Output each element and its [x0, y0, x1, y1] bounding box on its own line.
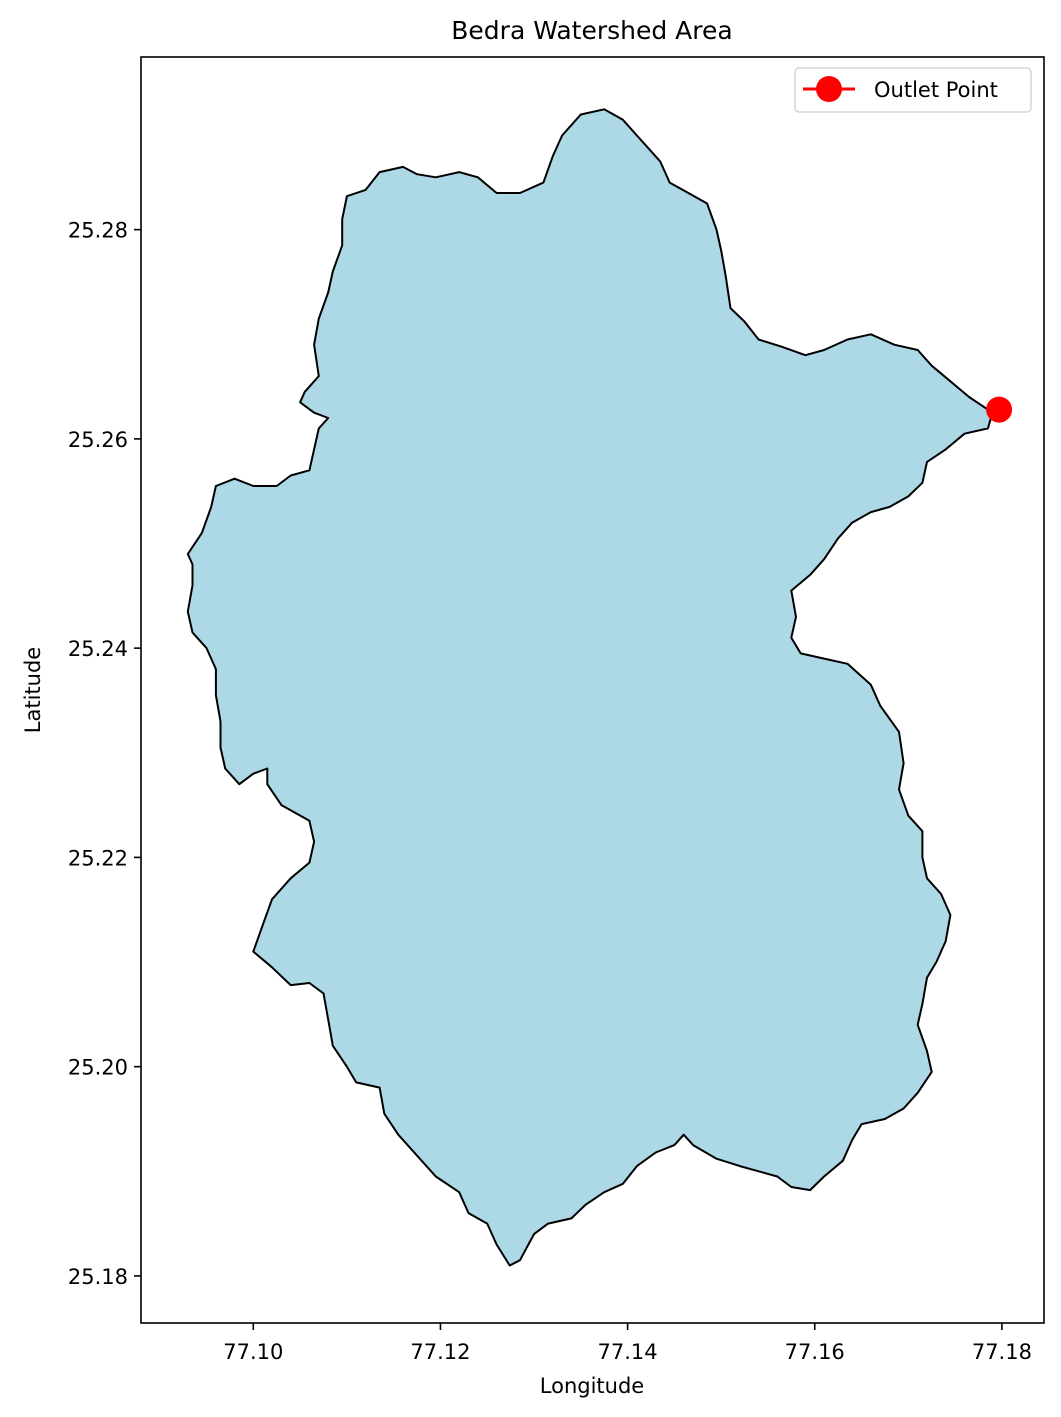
watershed-polygon	[186, 108, 994, 1267]
y-tick-label: 25.26	[68, 428, 128, 452]
x-tick-label: 77.10	[223, 1340, 283, 1364]
legend: Outlet Point	[794, 67, 1032, 113]
outlet-point-marker	[986, 396, 1013, 423]
x-axis-ticks: 77.10 77.12 77.14 77.16 77.18	[223, 1323, 1032, 1364]
axes-frame	[140, 56, 1045, 1324]
y-tick-label: 25.18	[68, 1265, 128, 1289]
y-tick-label: 25.24	[68, 637, 128, 661]
x-tick-label: 77.12	[410, 1340, 470, 1364]
x-tick-label: 77.16	[785, 1340, 845, 1364]
legend-box	[794, 67, 1032, 113]
y-axis-label: Latitude	[21, 647, 45, 733]
chart-title: Bedra Watershed Area	[451, 16, 732, 45]
legend-label-outlet-point: Outlet Point	[874, 78, 998, 102]
y-tick-label: 25.22	[68, 846, 128, 870]
x-tick-label: 77.14	[598, 1340, 658, 1364]
y-tick-label: 25.28	[68, 219, 128, 243]
plot-area	[186, 108, 1013, 1267]
x-tick-label: 77.18	[972, 1340, 1032, 1364]
y-axis-ticks: 25.18 25.20 25.22 25.24 25.26 25.28	[68, 219, 141, 1289]
legend-marker	[816, 76, 842, 102]
x-axis-label: Longitude	[540, 1374, 644, 1398]
y-tick-label: 25.20	[68, 1056, 128, 1080]
